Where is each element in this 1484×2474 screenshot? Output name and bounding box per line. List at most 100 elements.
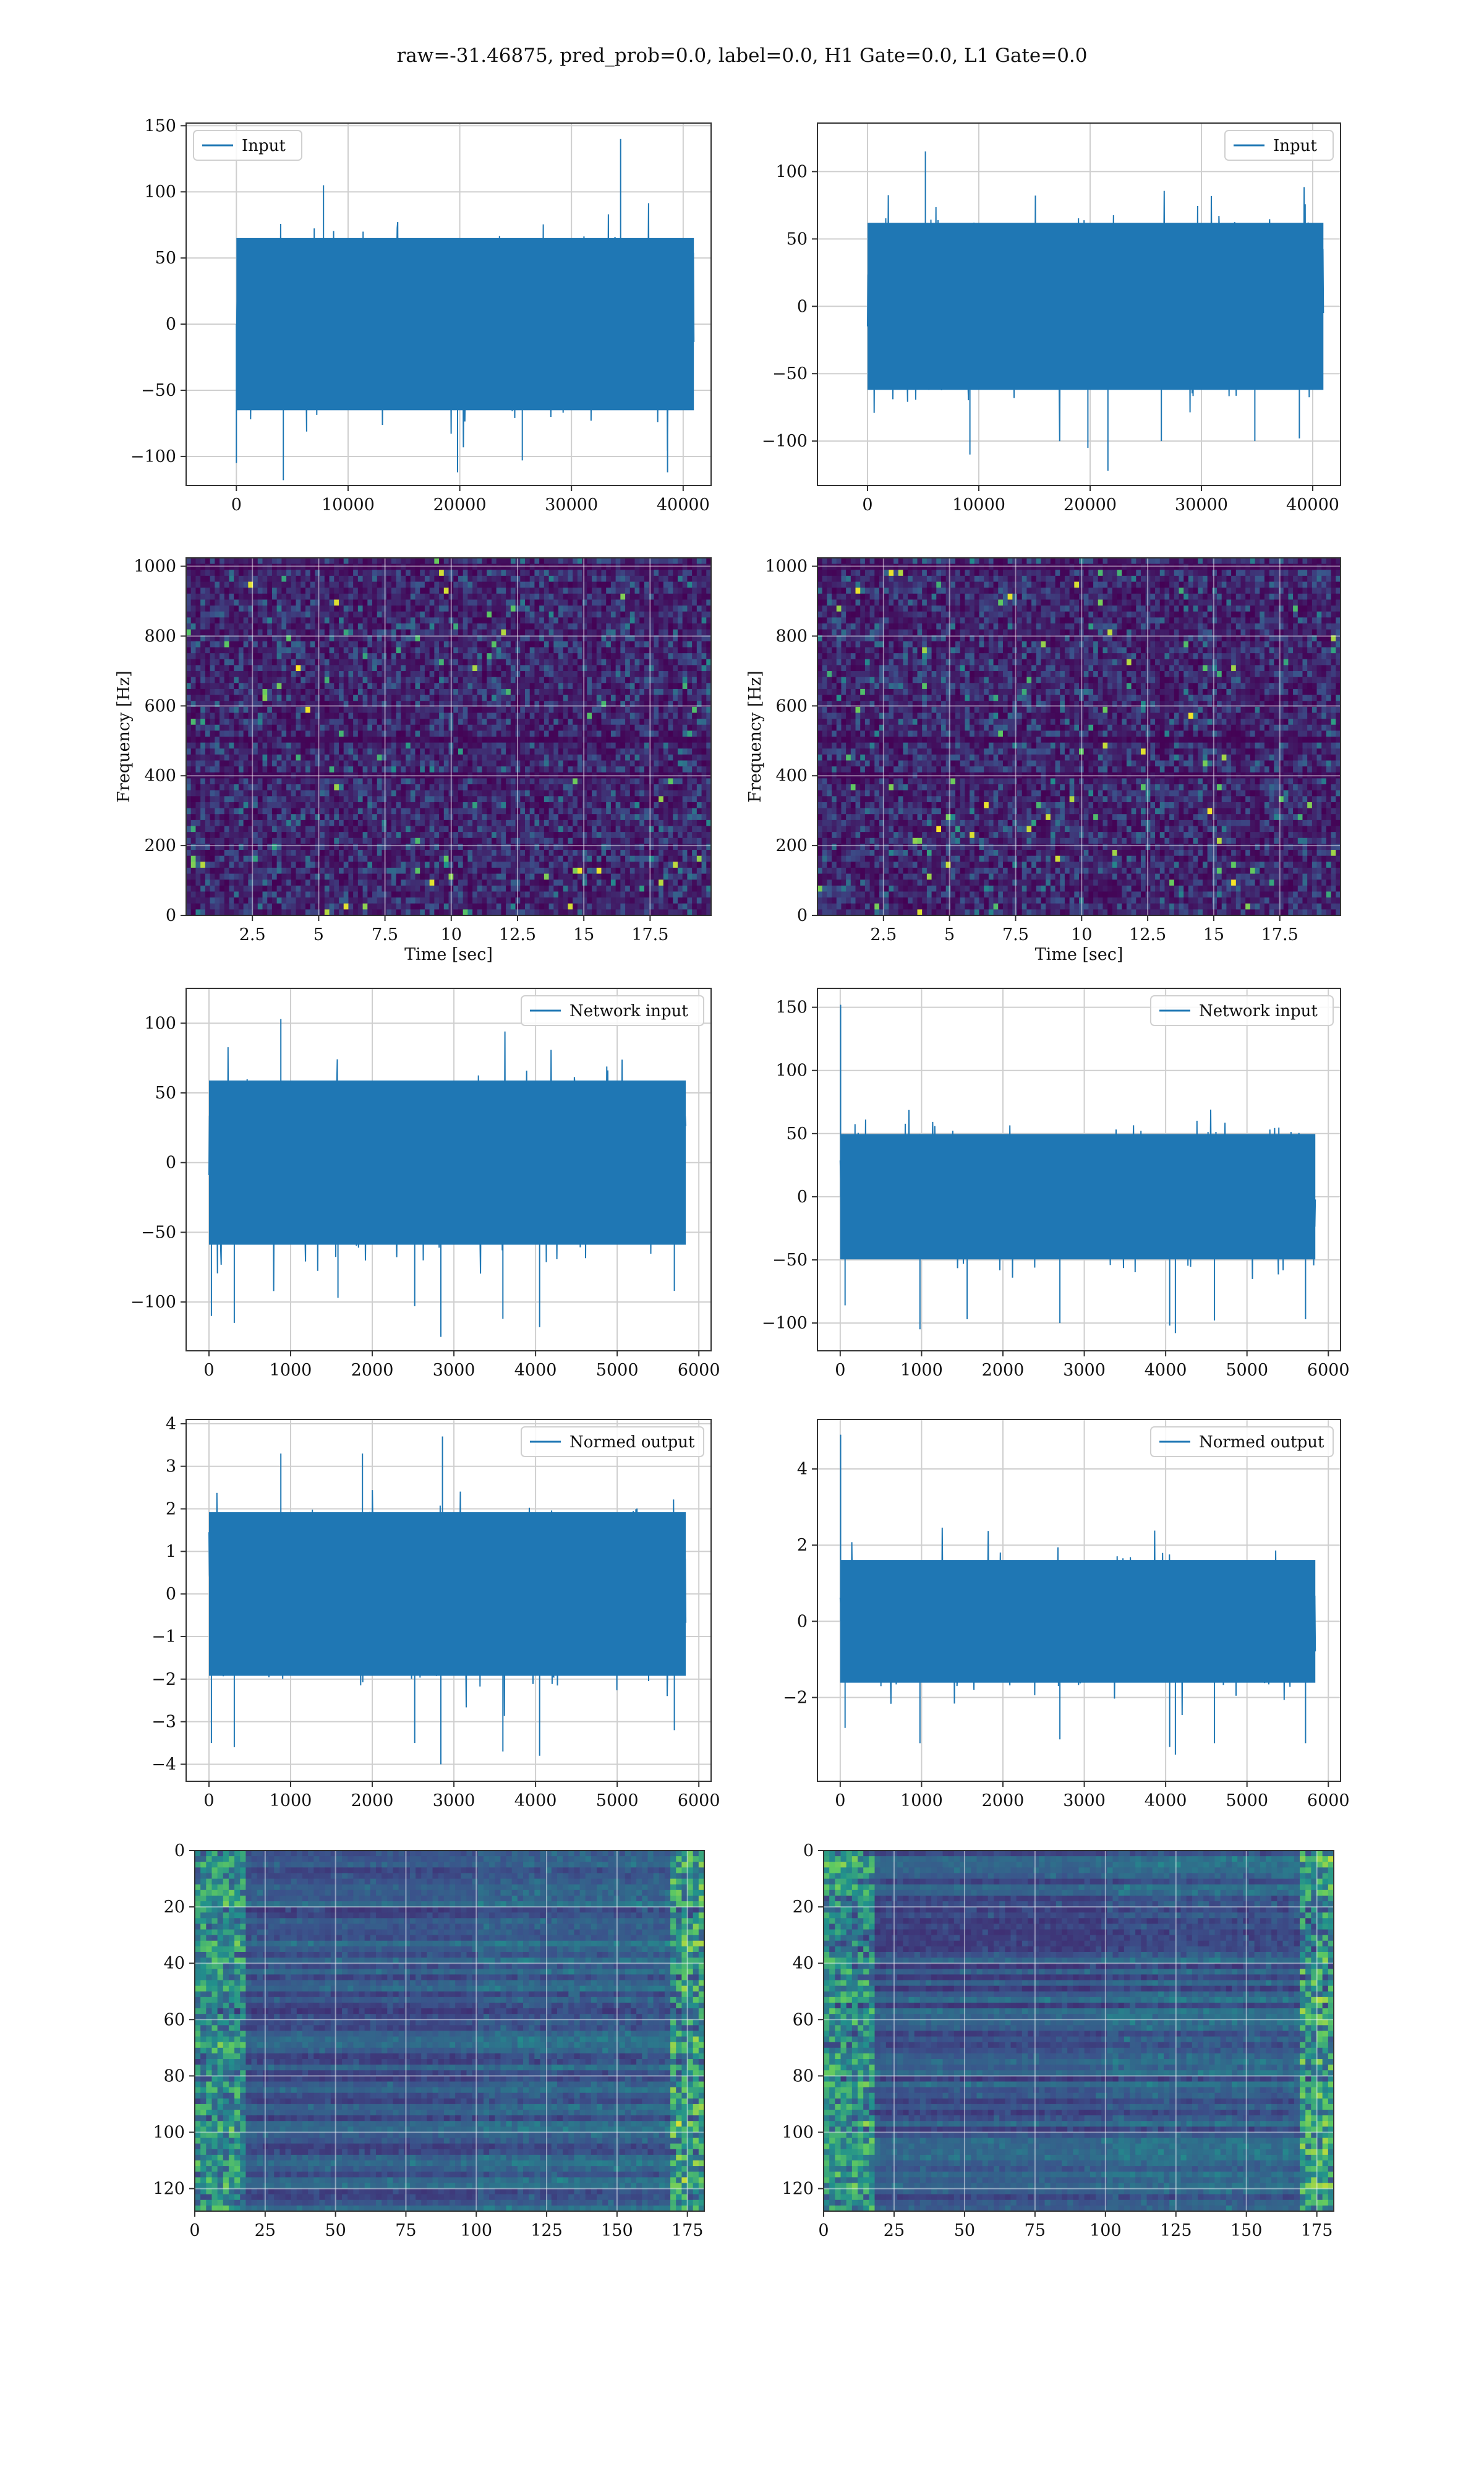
heatmap-cell [267,808,272,815]
heatmap-cell [315,802,320,808]
heatmap-cell [363,689,368,695]
heatmap-cell [501,582,506,588]
heatmap-cell [244,796,249,802]
heatmap-cell [678,659,683,666]
heatmap-cell [477,617,482,623]
heatmap-cell [477,796,482,802]
heatmap-cell [644,576,649,582]
heatmap-cell [549,630,554,636]
heatmap-cell [330,766,335,773]
heatmap-cell [635,671,640,677]
heatmap-cell [425,730,430,737]
heatmap-cell [697,737,702,743]
heatmap-cell [673,558,678,564]
heatmap-cell [563,617,568,623]
heatmap-cell [553,648,558,654]
heatmap-cell [497,599,501,606]
heatmap-cell [377,719,382,725]
heatmap-cell [372,623,377,630]
heatmap-cell [463,570,468,576]
heatmap-cell [568,737,573,743]
heatmap-cell [277,743,282,749]
heatmap-cell [234,808,239,815]
heatmap-cell [244,802,249,808]
heatmap-cell [582,737,587,743]
heatmap-cell [377,671,382,677]
heatmap-cell [477,612,482,618]
heatmap-cell [687,802,692,808]
heatmap-cell [215,582,220,588]
heatmap-cell [573,755,578,761]
heatmap-cell [353,808,358,815]
heatmap-cell [654,648,659,654]
heatmap-cell [492,766,497,773]
heatmap-cell [506,612,511,618]
heatmap-cell [411,820,416,826]
heatmap-cell [683,730,688,737]
heatmap-cell [325,808,330,815]
heatmap-cell [620,683,625,689]
heatmap-cell [644,761,649,767]
heatmap-cell [601,588,606,594]
heatmap-cell [592,719,597,725]
heatmap-cell [525,796,530,802]
heatmap-cell [425,820,430,826]
heatmap-cell [635,648,640,654]
heatmap-cell [563,576,568,582]
heatmap-cell [358,582,363,588]
heatmap-cell [477,737,482,743]
heatmap-cell [277,558,282,564]
heatmap-cell [415,820,420,826]
heatmap-cell [568,606,573,612]
heatmap-cell [210,820,215,826]
heatmap-cell [186,617,191,623]
heatmap-cell [267,713,272,719]
heatmap-cell [258,588,263,594]
heatmap-cell [597,719,602,725]
heatmap-cell [663,617,668,623]
heatmap-cell [525,820,530,826]
heatmap-cell [281,755,286,761]
heatmap-cell [673,713,678,719]
heatmap-cell [363,558,368,564]
heatmap-cell [458,802,463,808]
heatmap-cell [654,582,659,588]
heatmap-cell [348,808,353,815]
heatmap-cell [654,659,659,666]
heatmap-cell [477,695,482,701]
heatmap-cell [549,695,554,701]
heatmap-cell [430,766,435,773]
heatmap-cell [310,659,315,666]
heatmap-cell [353,730,358,737]
heatmap-cell [673,582,678,588]
heatmap-cell [234,677,239,683]
heatmap-cell [325,617,330,623]
heatmap-cell [534,743,539,749]
heatmap-cell [534,630,539,636]
heatmap-cell [520,743,525,749]
heatmap-cell [472,713,477,719]
heatmap-cell [315,725,320,731]
heatmap-cell [663,582,668,588]
heatmap-cell [258,677,263,683]
heatmap-cell [601,802,606,808]
heatmap-cell [539,748,544,755]
heatmap-cell [659,719,663,725]
heatmap-cell [411,588,416,594]
heatmap-cell [568,761,573,767]
heatmap-cell [353,617,358,623]
heatmap-cell [234,558,239,564]
heatmap-cell [573,630,578,636]
heatmap-cell [391,713,396,719]
heatmap-cell [654,790,659,797]
heatmap-cell [205,671,210,677]
heatmap-cell [286,707,291,713]
heatmap-cell [492,653,497,659]
heatmap-cell [420,665,425,671]
heatmap-cell [601,582,606,588]
heatmap-cell [267,653,272,659]
heatmap-cell [258,671,263,677]
heatmap-cell [568,576,573,582]
heatmap-cell [348,623,353,630]
heatmap-cell [668,677,673,683]
